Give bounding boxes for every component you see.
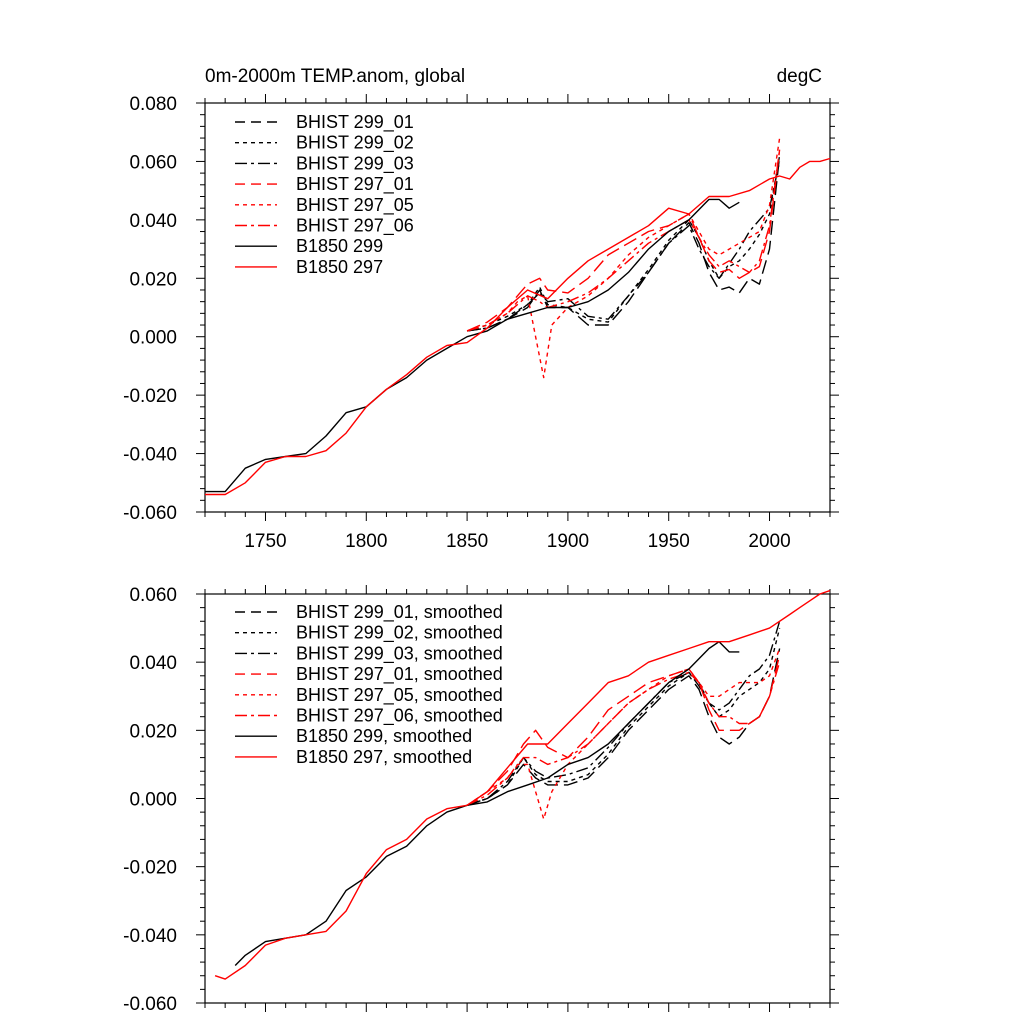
y-tick-label: -0.020 (123, 858, 177, 879)
y-tick-label: 0.040 (129, 211, 177, 232)
series-line-bhist-299-02-smoothed (466, 627, 781, 806)
series-group-top (205, 137, 831, 496)
x-tick-label: 2000 (748, 531, 790, 552)
units-label: degC (777, 66, 822, 87)
y-tick-label: 0.080 (129, 94, 177, 115)
series-line-bhist-299-03 (467, 161, 781, 332)
chart-title: 0m-2000m TEMP.anom, global (205, 66, 465, 87)
legend-label: BHIST 297_01 (296, 174, 414, 195)
top-panel: 0m-2000m TEMP.anom, global degC 1750 1800… (123, 66, 839, 552)
y-tick-label: -0.040 (123, 445, 177, 466)
series-line-bhist-297-05-smoothed (466, 648, 781, 820)
legend-label: B1850 299 (296, 236, 383, 256)
x-tick-label: 1850 (446, 531, 488, 552)
y-tick-label: -0.060 (123, 503, 177, 524)
legend-label: B1850 297, smoothed (296, 747, 472, 767)
x-tick-label: 1800 (345, 531, 387, 552)
series-line-bhist-297-01-smoothed (466, 655, 781, 806)
legend-label: BHIST 299_03 (296, 153, 414, 174)
legend-label: BHIST 299_01, smoothed (296, 602, 503, 623)
legend-label: BHIST 299_03, smoothed (296, 643, 503, 664)
y-tick-label: -0.040 (123, 926, 177, 947)
series-line-bhist-299-02 (466, 155, 781, 332)
y-tick-label: 0.060 (129, 152, 177, 173)
legend-label: BHIST 299_02, smoothed (296, 623, 503, 644)
series-line-bhist-299-01 (467, 155, 781, 332)
series-line-bhist-297-06-smoothed (466, 662, 781, 806)
y-tick-label: -0.020 (123, 386, 177, 407)
legend-label: B1850 297 (296, 257, 383, 277)
series-line-bhist-299-01-smoothed (466, 648, 781, 806)
series-line-b1850-297 (205, 157, 831, 496)
legend-label: BHIST 299_02 (296, 133, 414, 154)
legend-label: BHIST 297_05 (296, 195, 414, 216)
legend-label: BHIST 299_01 (296, 112, 414, 133)
series-line-b1850-299-smoothed (234, 641, 740, 966)
y-tick-label: 0.020 (129, 721, 177, 742)
legend-label: BHIST 297_01, smoothed (296, 664, 503, 685)
axes-top: 1750 1800 1850 1900 1950 2000 -0.060 -0.040 -0.0… (123, 94, 839, 552)
series-line-bhist-297-01 (466, 149, 781, 332)
series-line-bhist-299-03-smoothed (466, 621, 781, 806)
y-tick-label: 0.000 (129, 328, 177, 349)
y-tick-label: 0.040 (129, 653, 177, 674)
legend-label: B1850 299, smoothed (296, 726, 472, 746)
y-tick-label: -0.060 (123, 994, 177, 1015)
plot-frame (204, 102, 831, 513)
series-line-b1850-299 (205, 198, 740, 493)
axes-bottom: -0.060 -0.040 -0.020 0.000 0.020 0.040 0.060 (123, 585, 839, 1015)
x-tick-label: 1950 (648, 531, 690, 552)
y-tick-label: 0.000 (129, 790, 177, 811)
x-tick-label: 1750 (244, 531, 286, 552)
x-tick-label: 1900 (547, 531, 589, 552)
y-tick-label: 0.020 (129, 269, 177, 290)
legend-label: BHIST 297_06 (296, 216, 414, 237)
series-line-bhist-297-06 (466, 149, 781, 332)
bottom-panel: -0.060 -0.040 -0.020 0.000 0.020 0.040 0.060 B… (123, 585, 839, 1015)
series-line-b1850-297-smoothed (214, 589, 831, 980)
legend-label: BHIST 297_05, smoothed (296, 685, 503, 706)
series-group-bottom (214, 589, 831, 980)
legend-label: BHIST 297_06, smoothed (296, 706, 503, 727)
y-tick-label: 0.060 (129, 585, 177, 606)
